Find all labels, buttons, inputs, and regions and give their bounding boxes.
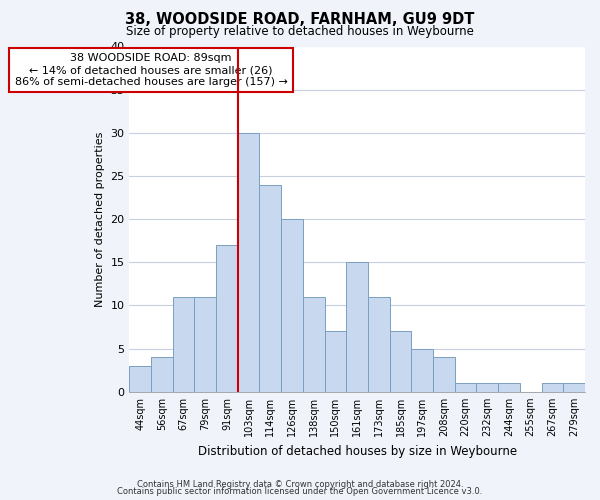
Bar: [346, 262, 368, 392]
X-axis label: Distribution of detached houses by size in Weybourne: Distribution of detached houses by size …: [197, 444, 517, 458]
Bar: [151, 358, 173, 392]
Text: Contains public sector information licensed under the Open Government Licence v3: Contains public sector information licen…: [118, 487, 482, 496]
Bar: [173, 297, 194, 392]
Bar: [542, 383, 563, 392]
Bar: [455, 383, 476, 392]
Text: Size of property relative to detached houses in Weybourne: Size of property relative to detached ho…: [126, 25, 474, 38]
Bar: [281, 219, 303, 392]
Bar: [498, 383, 520, 392]
Bar: [368, 297, 389, 392]
Text: 38, WOODSIDE ROAD, FARNHAM, GU9 9DT: 38, WOODSIDE ROAD, FARNHAM, GU9 9DT: [125, 12, 475, 28]
Bar: [325, 332, 346, 392]
Bar: [412, 348, 433, 392]
Bar: [389, 332, 412, 392]
Text: Contains HM Land Registry data © Crown copyright and database right 2024.: Contains HM Land Registry data © Crown c…: [137, 480, 463, 489]
Text: 38 WOODSIDE ROAD: 89sqm
← 14% of detached houses are smaller (26)
86% of semi-de: 38 WOODSIDE ROAD: 89sqm ← 14% of detache…: [14, 54, 287, 86]
Bar: [303, 297, 325, 392]
Bar: [216, 245, 238, 392]
Bar: [129, 366, 151, 392]
Bar: [476, 383, 498, 392]
Bar: [433, 358, 455, 392]
Bar: [194, 297, 216, 392]
Bar: [563, 383, 585, 392]
Bar: [238, 133, 259, 392]
Bar: [259, 184, 281, 392]
Y-axis label: Number of detached properties: Number of detached properties: [95, 132, 105, 307]
